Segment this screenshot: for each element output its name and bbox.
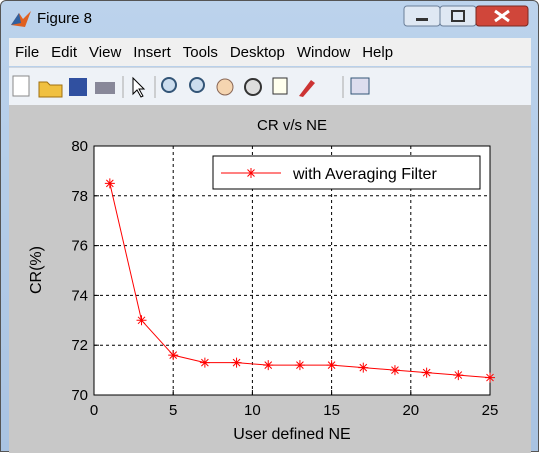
save-icon[interactable] bbox=[69, 78, 87, 96]
rotate-icon[interactable] bbox=[245, 79, 261, 95]
x-axis-label: User defined NE bbox=[233, 426, 350, 443]
menu-item[interactable]: Help bbox=[356, 44, 399, 61]
pointer-icon[interactable] bbox=[133, 78, 144, 97]
marker bbox=[390, 365, 400, 375]
chart-title: CR v/s NE bbox=[257, 117, 327, 134]
marker bbox=[200, 358, 210, 368]
menu-item[interactable]: Edit bbox=[45, 44, 83, 61]
y-axis-label: CR(%) bbox=[28, 246, 45, 294]
datacursor-icon[interactable] bbox=[273, 78, 287, 94]
legend-marker bbox=[246, 168, 256, 178]
marker bbox=[358, 363, 368, 373]
pan-icon[interactable] bbox=[217, 79, 233, 95]
figure-area: CR v/s NE User defined NE CR(%) 0 5 10 15 20… bbox=[9, 105, 531, 453]
chart: CR v/s NE User defined NE CR(%) 0 5 10 15 20… bbox=[9, 105, 531, 453]
figure-window: Figure 8 FileEditViewInsertToolsDesktopW… bbox=[0, 0, 539, 452]
y-tick-label: 74 bbox=[71, 287, 88, 304]
menu-item[interactable]: Tools bbox=[177, 44, 224, 61]
minimize-button[interactable] bbox=[404, 6, 440, 26]
x-tick-label: 25 bbox=[482, 402, 499, 419]
menu-item[interactable]: Insert bbox=[127, 44, 177, 61]
marker bbox=[485, 373, 495, 383]
toolbar bbox=[9, 67, 531, 106]
window-controls[interactable] bbox=[403, 5, 533, 29]
new-icon[interactable] bbox=[13, 76, 29, 96]
menu-item[interactable]: View bbox=[83, 44, 127, 61]
zoom-in-icon[interactable] bbox=[162, 78, 176, 92]
marker bbox=[327, 360, 337, 370]
x-tick-label: 15 bbox=[323, 402, 340, 419]
window-title: Figure 8 bbox=[37, 10, 92, 27]
x-tick-label: 0 bbox=[90, 402, 98, 419]
menu-item[interactable]: File bbox=[9, 44, 45, 61]
y-tick-label: 70 bbox=[71, 387, 88, 404]
marker bbox=[295, 360, 305, 370]
app-icon bbox=[9, 9, 33, 29]
link-icon[interactable] bbox=[351, 78, 369, 94]
brush-icon[interactable] bbox=[299, 80, 315, 97]
minimize-icon bbox=[416, 18, 428, 21]
y-tick-label: 80 bbox=[71, 138, 88, 155]
zoom-out-icon[interactable] bbox=[190, 78, 204, 92]
menu-item[interactable]: Window bbox=[291, 44, 356, 61]
menu-item[interactable]: Desktop bbox=[224, 44, 291, 61]
y-tick-label: 76 bbox=[71, 238, 88, 255]
x-tick-label: 5 bbox=[169, 402, 177, 419]
marker bbox=[422, 368, 432, 378]
maximize-button[interactable] bbox=[440, 6, 476, 26]
toolbar-icons bbox=[9, 68, 531, 106]
y-tick-label: 78 bbox=[71, 188, 88, 205]
legend-label: with Averaging Filter bbox=[292, 166, 437, 183]
x-tick-label: 10 bbox=[244, 402, 261, 419]
x-tick-label: 20 bbox=[402, 402, 419, 419]
marker bbox=[232, 358, 242, 368]
open-icon[interactable] bbox=[39, 82, 62, 97]
marker bbox=[453, 370, 463, 380]
print-icon[interactable] bbox=[95, 82, 115, 94]
marker bbox=[168, 350, 178, 360]
title-bar: Figure 8 bbox=[1, 1, 538, 35]
y-tick-label: 72 bbox=[71, 337, 88, 354]
